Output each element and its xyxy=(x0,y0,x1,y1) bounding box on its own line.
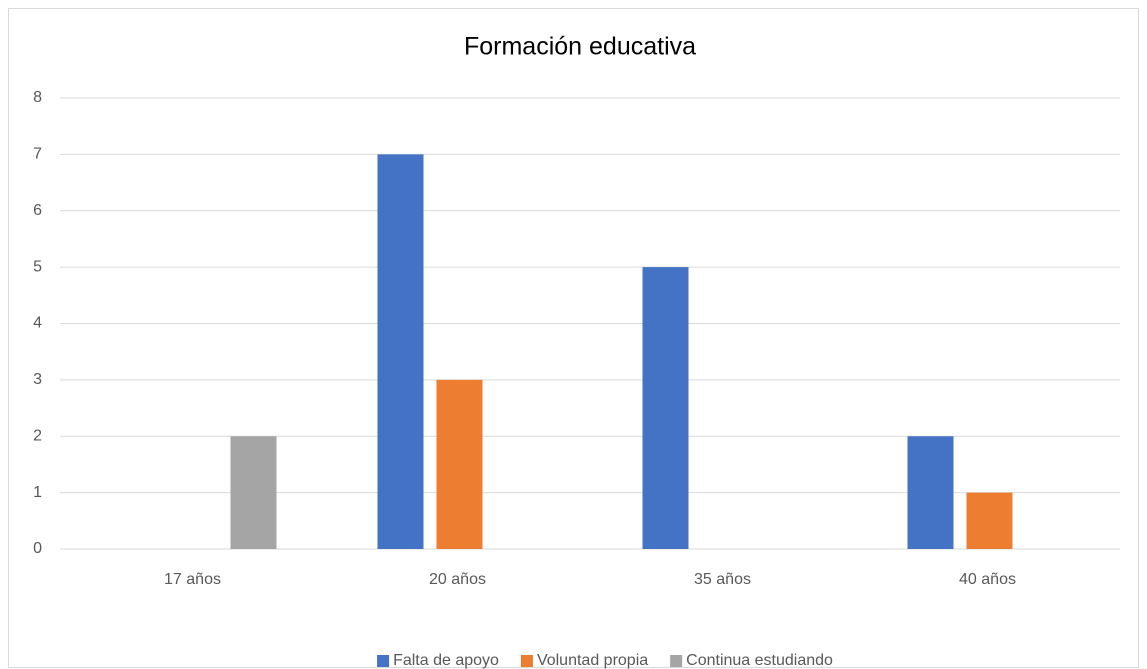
bar xyxy=(907,436,954,549)
y-tick-label: 1 xyxy=(33,484,42,501)
x-tick-label: 40 años xyxy=(959,571,1016,588)
y-tick-label: 6 xyxy=(33,202,42,219)
chart-title: Formación educativa xyxy=(464,33,696,61)
legend-label: Voluntad propia xyxy=(537,652,648,669)
legend-label: Continua estudiando xyxy=(686,652,833,669)
legend-swatch xyxy=(520,655,533,667)
y-tick-label: 5 xyxy=(33,258,42,275)
bar xyxy=(377,154,424,549)
y-tick-label: 4 xyxy=(33,315,42,332)
chart-border xyxy=(8,8,1139,668)
x-tick-label: 20 años xyxy=(429,571,486,588)
legend-swatch xyxy=(377,655,390,667)
y-tick-label: 7 xyxy=(33,146,42,163)
x-tick-label: 17 años xyxy=(164,571,221,588)
bar xyxy=(642,267,689,549)
legend-swatch xyxy=(670,655,683,667)
bar xyxy=(436,379,483,549)
bar xyxy=(966,492,1013,549)
legend-label: Falta de apoyo xyxy=(393,652,499,669)
y-tick-label: 2 xyxy=(33,427,42,444)
y-tick-label: 8 xyxy=(33,89,42,106)
x-tick-label: 35 años xyxy=(694,571,751,588)
y-tick-label: 3 xyxy=(33,371,42,388)
y-tick-label: 0 xyxy=(33,540,42,557)
bar xyxy=(230,436,277,549)
